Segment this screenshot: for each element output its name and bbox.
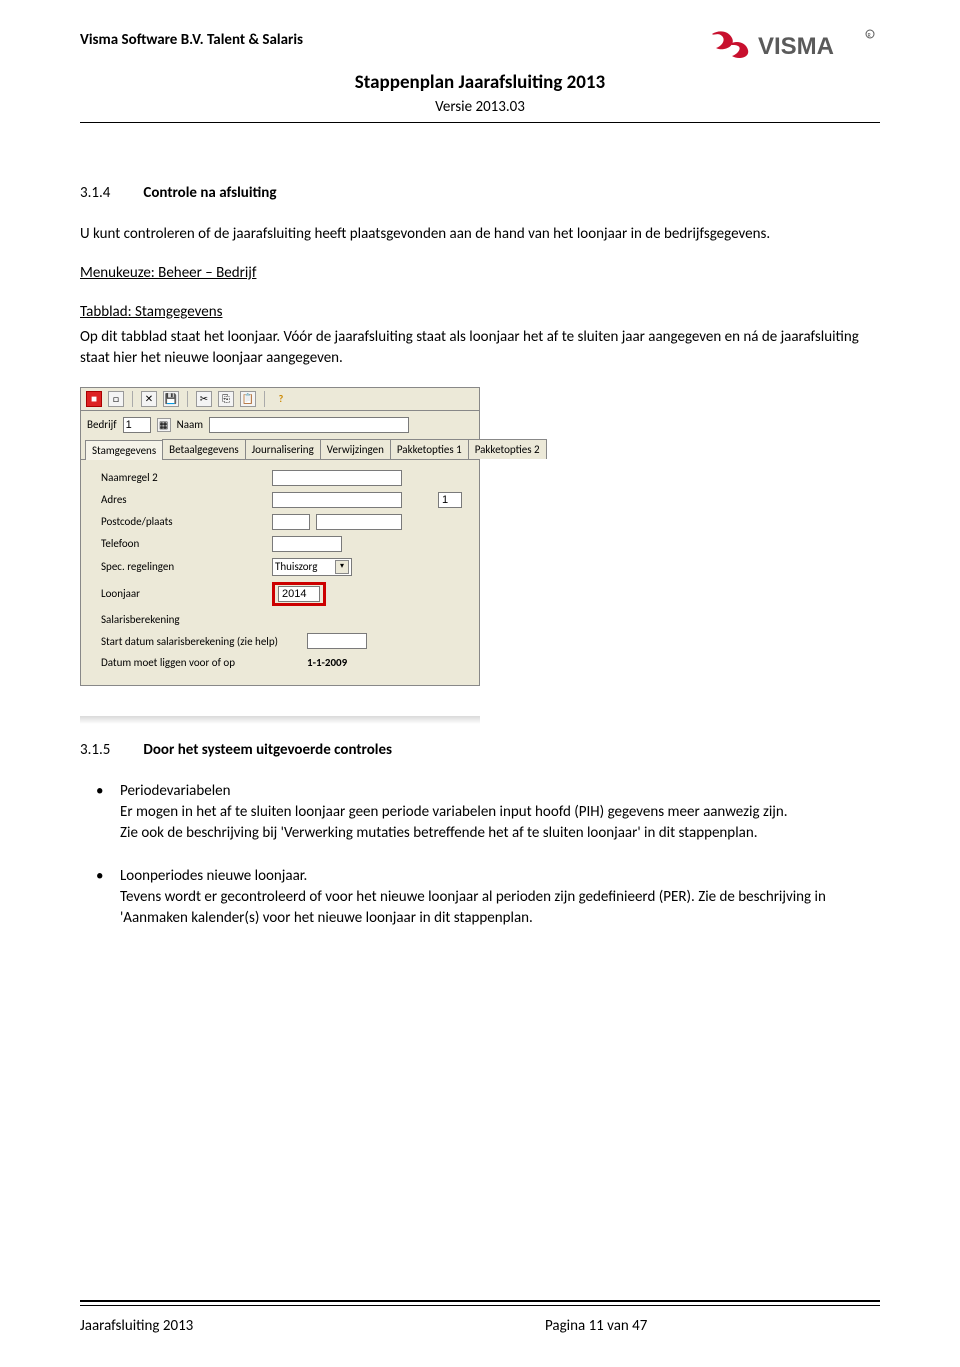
paste-icon: 📋 [240,391,256,407]
footer-row: Jaarafsluiting 2013 Pagina 11 van 47 [80,1316,880,1337]
input-loonjaar[interactable] [278,586,320,602]
section-number: 3.1.5 [80,740,140,761]
tab-stamgegevens[interactable]: Stamgegevens [85,440,163,460]
section-title: Controle na afsluiting [143,184,276,202]
lookup-icon[interactable]: ▦ [157,418,171,432]
page: Visma Software B.V. Talent & Salaris VIS… [0,0,960,1367]
bullet2-body: Tevens wordt er gecontroleerd of voor he… [120,887,880,929]
svg-text:VISMA: VISMA [758,33,834,60]
row-loonjaar: Loonjaar [101,582,469,606]
row-datummoet: Datum moet liggen voor of op 1-1-2009 [101,655,469,670]
bullet-periodevariabelen: Periodevariabelen Er mogen in het af te … [80,781,880,844]
doc-version: Versie 2013.03 [80,97,880,118]
bedrijf-code-input[interactable] [123,417,151,433]
toolbar: ■ □ ✕ 💾 ✂ ⎘ 📋 ? [80,387,480,411]
section-3-1-4-heading: 3.1.4 Controle na afsluiting [80,183,880,204]
loonjaar-highlight [272,582,326,606]
separator [264,391,265,407]
label-datummoet: Datum moet liggen voor of op [101,655,301,670]
tab-betaalgegevens[interactable]: Betaalgegevens [162,439,246,459]
tab-journalisering[interactable]: Journalisering [245,439,321,459]
embedded-screenshot: ■ □ ✕ 💾 ✂ ⎘ 📋 ? Bedrijf ▦ Naam [80,387,480,686]
doc-header: Visma Software B.V. Talent & Salaris VIS… [80,30,880,64]
input-plaats[interactable] [316,514,402,530]
row-adres: Adres [101,492,469,508]
row-telefoon: Telefoon [101,536,469,552]
tab-pakketopties2[interactable]: Pakketopties 2 [468,439,547,459]
separator [187,391,188,407]
label-postcode: Postcode/plaats [101,514,266,529]
company-name: Visma Software B.V. Talent & Salaris [80,30,303,51]
select-spec[interactable]: Thuiszorg ▾ [272,558,352,576]
cut-icon: ✂ [196,391,212,407]
input-naamregel2[interactable] [272,470,402,486]
close-icon: ✕ [141,391,157,407]
input-postcode[interactable] [272,514,310,530]
select-spec-value: Thuiszorg [275,559,317,574]
label-spec: Spec. regelingen [101,559,266,574]
content: 3.1.4 Controle na afsluiting U kunt cont… [80,183,880,929]
doc-icon: □ [108,391,124,407]
bullet1-title: Periodevariabelen [120,781,880,802]
label-naamregel2: Naamregel 2 [101,470,266,485]
input-telefoon[interactable] [272,536,342,552]
header-rule [80,122,880,123]
stop-icon: ■ [86,391,102,407]
bullet2-title: Loonperiodes nieuwe loonjaar. [120,866,880,887]
screenshot-shadow [80,716,480,724]
form-area: Naamregel 2 Adres Postcode/plaats Telefo… [80,459,480,686]
value-datummoet: 1-1-2009 [307,655,347,670]
menu-line: Menukeuze: Beheer – Bedrijf [80,263,880,284]
footer: Jaarafsluiting 2013 Pagina 11 van 47 [80,1300,880,1337]
input-adres-num[interactable] [438,492,462,508]
section-3-1-5-heading: 3.1.5 Door het systeem uitgevoerde contr… [80,740,880,761]
tab-line: Tabblad: Stamgegevens [80,303,222,321]
tab-verwijzingen[interactable]: Verwijzingen [320,439,391,459]
row-naamregel2: Naamregel 2 [101,470,469,486]
label-startdatum: Start datum salarisberekening (zie help) [101,634,301,649]
section-title: Door het systeem uitgevoerde controles [143,741,392,759]
doc-title: Stappenplan Jaarafsluiting 2013 [80,70,880,97]
input-adres[interactable] [272,492,402,508]
tab-pakketopties1[interactable]: Pakketopties 1 [390,439,469,459]
bullet1-body2: Zie ook de beschrijving bij 'Verwerking … [120,823,880,844]
bullet1-body: Er mogen in het af te sluiten loonjaar g… [120,802,880,823]
bedrijf-row: Bedrijf ▦ Naam [80,411,480,439]
label-adres: Adres [101,492,266,507]
row-salarisberekening: Salarisberekening [101,612,469,627]
bullet-list: Periodevariabelen Er mogen in het af te … [80,781,880,929]
label-salarisberekening: Salarisberekening [101,612,266,627]
tab-line-wrapper: Tabblad: Stamgegevens [80,302,880,323]
para-intro: U kunt controleren of de jaarafsluiting … [80,224,880,245]
footer-left: Jaarafsluiting 2013 [80,1316,415,1337]
footer-rule-thick [80,1300,880,1302]
save-icon: 💾 [163,391,179,407]
separator [132,391,133,407]
naam-input[interactable] [209,417,409,433]
visma-logo: VISMA R [710,26,880,64]
label-loonjaar: Loonjaar [101,586,266,601]
naam-label: Naam [177,417,203,432]
row-postcode: Postcode/plaats [101,514,469,530]
copy-icon: ⎘ [218,391,234,407]
footer-rule-thin [80,1305,880,1306]
footer-center: Pagina 11 van 47 [415,1316,880,1337]
bedrijf-label: Bedrijf [87,417,117,432]
section-number: 3.1.4 [80,183,140,204]
para-explain: Op dit tabblad staat het loonjaar. Vóór … [80,327,880,369]
tabs-row: Stamgegevens Betaalgegevens Journaliseri… [80,439,480,459]
doc-title-block: Stappenplan Jaarafsluiting 2013 Versie 2… [80,70,880,118]
row-spec: Spec. regelingen Thuiszorg ▾ [101,558,469,576]
label-telefoon: Telefoon [101,536,266,551]
chevron-down-icon: ▾ [335,560,349,574]
input-startdatum[interactable] [307,633,367,649]
help-icon: ? [273,391,289,407]
bullet-loonperiodes: Loonperiodes nieuwe loonjaar. Tevens wor… [80,866,880,929]
row-startdatum: Start datum salarisberekening (zie help) [101,633,469,649]
